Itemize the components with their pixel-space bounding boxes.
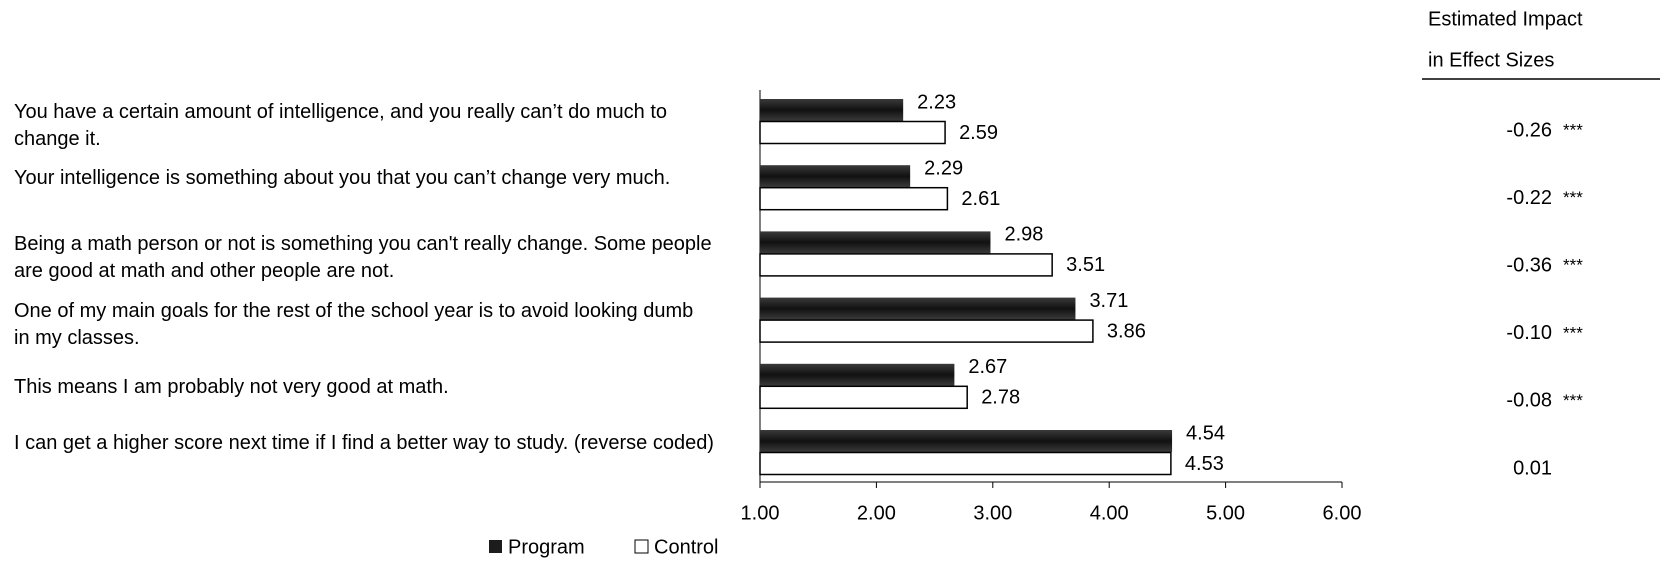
category-label: You have a certain amount of intelligenc… xyxy=(14,101,668,150)
significance: *** xyxy=(1563,188,1583,207)
category-label: Being a math person or not is something … xyxy=(14,233,712,283)
bar xyxy=(759,451,1172,476)
x-tick-label: 1.00 xyxy=(741,502,780,524)
x-tick-label: 5.00 xyxy=(1206,502,1245,524)
effect-size: -0.08 xyxy=(1506,390,1552,412)
bar xyxy=(760,363,955,386)
value-label: 2.61 xyxy=(961,188,1000,210)
effect-size: -0.22 xyxy=(1506,187,1552,209)
bar xyxy=(760,231,991,254)
x-tick-label: 3.00 xyxy=(973,502,1012,524)
significance: *** xyxy=(1563,391,1583,410)
bar xyxy=(760,297,1076,320)
category-label: I can get a higher score next time if I … xyxy=(14,432,714,454)
effect-header: in Effect Sizes xyxy=(1428,49,1554,71)
bar xyxy=(760,165,911,188)
bar xyxy=(760,430,1173,452)
value-label: 3.86 xyxy=(1107,320,1146,342)
value-label: 2.98 xyxy=(1004,224,1043,246)
bar xyxy=(760,99,904,121)
significance: *** xyxy=(1563,323,1583,342)
value-label: 2.23 xyxy=(917,91,956,113)
value-label: 4.53 xyxy=(1185,453,1224,475)
value-label: 3.51 xyxy=(1066,254,1105,276)
effect-header: Estimated Impact xyxy=(1428,8,1583,30)
category-label: Your intelligence is something about you… xyxy=(14,167,671,190)
bar xyxy=(759,319,1094,343)
effect-size: 0.01 xyxy=(1513,457,1552,479)
legend-swatch xyxy=(489,540,502,553)
significance: *** xyxy=(1563,256,1583,275)
value-label: 3.71 xyxy=(1089,290,1128,312)
category-label: One of my main goals for the rest of the… xyxy=(14,299,694,349)
x-tick-label: 2.00 xyxy=(857,502,896,524)
x-tick-label: 6.00 xyxy=(1323,502,1362,524)
legend-label: Program xyxy=(508,536,585,558)
effect-size: -0.36 xyxy=(1506,254,1552,276)
bar xyxy=(759,186,949,211)
bar xyxy=(759,120,946,145)
value-label: 4.54 xyxy=(1186,422,1225,444)
effect-size: -0.10 xyxy=(1506,322,1552,344)
bar xyxy=(759,385,968,410)
category-label: This means I am probably not very good a… xyxy=(14,376,449,398)
value-label: 2.29 xyxy=(924,157,963,179)
value-label: 2.67 xyxy=(968,356,1007,378)
value-label: 2.78 xyxy=(981,387,1020,409)
significance: *** xyxy=(1563,120,1583,139)
x-tick-label: 4.00 xyxy=(1090,502,1129,524)
effect-size: -0.26 xyxy=(1506,119,1552,141)
bar xyxy=(759,253,1053,277)
legend-label: Control xyxy=(654,536,718,558)
legend-swatch xyxy=(634,539,649,554)
value-label: 2.59 xyxy=(959,122,998,144)
